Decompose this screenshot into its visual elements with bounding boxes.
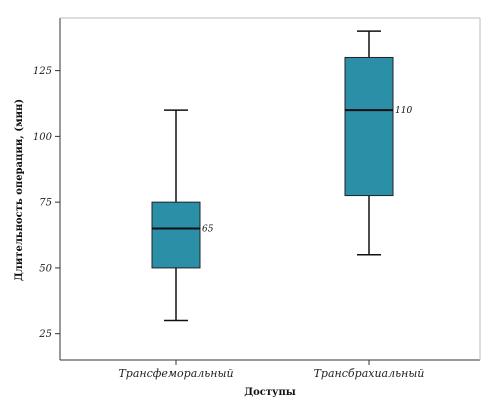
box-group: 110 (344, 30, 412, 256)
median-label: 65 (202, 224, 214, 234)
y-tick-label: 100 (33, 132, 53, 143)
x-tick-label: Трансфеморальный (118, 367, 233, 380)
iqr-box (344, 56, 394, 197)
box-group: 65 (151, 109, 214, 322)
median-label: 110 (395, 106, 412, 116)
y-tick-label: 125 (33, 66, 52, 77)
y-tick-label: 25 (38, 329, 52, 340)
iqr-box (151, 201, 201, 269)
y-tick-label: 75 (39, 198, 52, 209)
x-axis-title: Доступы (244, 387, 296, 398)
x-tick-label: Трансбрахиальный (314, 367, 425, 380)
x-axis: Трансфеморальный Трансбрахиальный (118, 360, 424, 380)
y-tick-label: 50 (39, 263, 52, 274)
boxes: 65 110 (151, 30, 412, 322)
y-axis: 25 50 75 100 125 (33, 66, 60, 340)
y-axis-title: Длительность операции, (мин) (14, 99, 25, 281)
